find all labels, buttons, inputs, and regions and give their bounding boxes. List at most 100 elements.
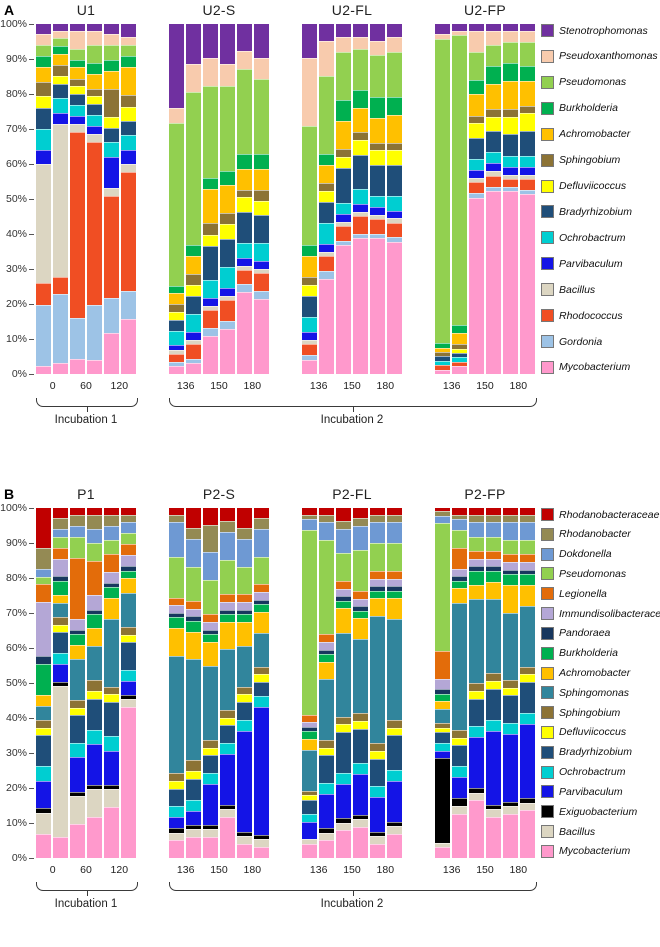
segment-pandoraea bbox=[203, 629, 218, 634]
segment-defluviicoccus bbox=[520, 113, 535, 132]
segment-defluviicoccus bbox=[353, 140, 368, 155]
stacked-bar bbox=[503, 24, 518, 374]
y-axis-tick bbox=[29, 23, 34, 25]
stacked-bar bbox=[121, 508, 136, 858]
segment-sphingobium bbox=[70, 700, 85, 708]
segment-legionella bbox=[435, 650, 450, 679]
segment-bacillus bbox=[87, 789, 102, 817]
segment-burkholderia bbox=[53, 580, 68, 595]
x-tick-labels: 0 60 120 bbox=[36, 380, 136, 392]
legend-item: Parvibaculum bbox=[541, 257, 659, 271]
segment-pseudoxanthomonas bbox=[503, 30, 518, 42]
segment-burkholderia bbox=[387, 96, 402, 115]
segment-bradyrhizobium bbox=[220, 725, 235, 744]
segment-ochrobactrum bbox=[387, 196, 402, 211]
segment-defluviicoccus bbox=[87, 96, 102, 105]
segment-stenotrophomonas bbox=[169, 24, 184, 109]
segment-immundisolibacteraceae bbox=[70, 618, 85, 630]
segment-bradyrhizobium bbox=[169, 788, 184, 807]
segment-sphingobium bbox=[387, 720, 402, 728]
legend-swatch bbox=[541, 785, 554, 799]
segment-pseudomonas bbox=[87, 543, 102, 561]
segment-sphingomonas bbox=[53, 602, 68, 617]
group-title-p1: P1 bbox=[77, 486, 95, 502]
segment-burkholderia bbox=[237, 154, 252, 169]
segment-immundisolibacteraceae bbox=[36, 601, 51, 657]
segment-dokdonella bbox=[353, 525, 368, 550]
segment-legionella bbox=[469, 550, 484, 559]
x-tick-label: 60 bbox=[80, 864, 92, 876]
legend-swatch bbox=[541, 725, 554, 739]
segment-pandoraea bbox=[87, 609, 102, 614]
segment-bacillus bbox=[220, 295, 235, 301]
segment-rhodanobacteraceae bbox=[53, 508, 68, 518]
segment-bradyrhizobium bbox=[104, 127, 119, 143]
segment-parvibaculum bbox=[254, 707, 269, 835]
segment-pandoraea bbox=[169, 612, 184, 618]
segment-bacillus bbox=[203, 829, 218, 837]
segment-bacillus bbox=[254, 839, 269, 847]
segment-dokdonella bbox=[486, 522, 501, 537]
segment-mycobacterium bbox=[370, 238, 385, 374]
segment-parvibaculum bbox=[121, 149, 136, 165]
segment-rhodococcus bbox=[186, 344, 201, 359]
segment-pseudomonas bbox=[503, 539, 518, 555]
segment-legionella bbox=[203, 614, 218, 622]
segment-defluviicoccus bbox=[353, 721, 368, 729]
segment-pseudomonas bbox=[169, 122, 184, 286]
segment-sphingomonas bbox=[469, 599, 484, 684]
segment-burkholderia bbox=[121, 56, 136, 68]
segment-mycobacterium bbox=[452, 813, 467, 858]
segment-bradyrhizobium bbox=[302, 799, 317, 814]
y-axis: 0% 10% 20% 30% 40% 50% 60% 70% 80% 90% 100% bbox=[0, 486, 34, 916]
segment-pseudomonas bbox=[302, 126, 317, 246]
segment-mycobacterium bbox=[387, 241, 402, 375]
segment-pseudomonas bbox=[319, 75, 334, 155]
stacked-bar bbox=[319, 24, 334, 374]
segment-sphingomonas bbox=[87, 645, 102, 681]
segment-defluviicoccus bbox=[104, 694, 119, 703]
segment-burkholderia bbox=[353, 610, 368, 619]
legend-taxon-name: Immundisolibacteraceae bbox=[559, 607, 660, 620]
segment-rhodanobacter bbox=[370, 514, 385, 523]
segment-pandoraea bbox=[469, 566, 484, 571]
segment-sphingomonas bbox=[186, 659, 201, 761]
legend-item: Immundisolibacteraceae bbox=[541, 607, 660, 621]
stacked-bar bbox=[486, 24, 501, 374]
legend-taxon-name: Defluviicoccus bbox=[559, 726, 627, 739]
legend-swatch bbox=[541, 508, 554, 521]
segment-burkholderia bbox=[486, 570, 501, 582]
segment-parvibaculum bbox=[87, 744, 102, 786]
segment-exiguobacterium bbox=[435, 758, 450, 843]
segment-burkholderia bbox=[186, 245, 201, 257]
legend-taxon-name: Rhodanobacter bbox=[559, 528, 631, 541]
segment-rhodococcus bbox=[203, 310, 218, 329]
segment-ochrobactrum bbox=[336, 773, 351, 785]
legend-swatch bbox=[541, 101, 554, 115]
legend-taxon-name: Mycobacterium bbox=[559, 361, 631, 374]
segment-bradyrhizobium bbox=[520, 131, 535, 156]
segment-parvibaculum bbox=[87, 126, 102, 135]
segment-defluviicoccus bbox=[319, 747, 334, 756]
segment-parvibaculum bbox=[203, 784, 218, 826]
segment-defluviicoccus bbox=[53, 624, 68, 633]
segment-mycobacterium bbox=[254, 298, 269, 374]
stacked-bar bbox=[302, 24, 317, 375]
y-axis-label: 10% bbox=[5, 333, 27, 345]
y-axis-label: 100% bbox=[0, 502, 27, 514]
segment-ochrobactrum bbox=[486, 719, 501, 731]
legend-item: Mycobacterium bbox=[541, 844, 659, 858]
segment-burkholderia bbox=[435, 343, 450, 348]
segment-sphingomonas bbox=[520, 605, 535, 667]
segment-immundisolibacteraceae bbox=[435, 678, 450, 690]
segment-burkholderia bbox=[387, 590, 402, 599]
segment-mycobacterium bbox=[104, 807, 119, 858]
segment-rhodanobacter bbox=[104, 514, 119, 526]
segment-burkholderia bbox=[353, 90, 368, 108]
y-axis-label: 90% bbox=[5, 537, 27, 549]
segment-sphingobium bbox=[254, 666, 269, 675]
segment-bradyrhizobium bbox=[353, 728, 368, 764]
segment-mycobacterium bbox=[104, 332, 119, 374]
segment-ochrobactrum bbox=[319, 783, 334, 795]
segment-mycobacterium bbox=[302, 359, 317, 375]
